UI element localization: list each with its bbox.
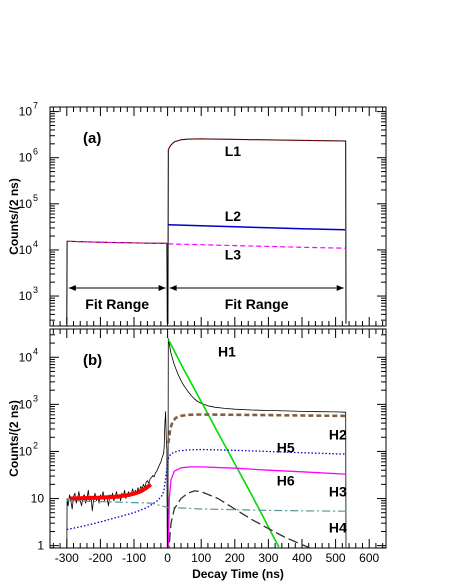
fit-range-arrowhead — [169, 285, 177, 291]
y-tick-label: 10 — [19, 289, 33, 303]
y-axis-label: Counts/(2 ns) — [7, 400, 21, 477]
y-tick-label-exponent: 3 — [33, 393, 38, 403]
curve-label-h2: H2 — [329, 426, 347, 442]
panel-label: (b) — [83, 352, 102, 369]
y-tick-label: 10 — [19, 197, 33, 211]
series-L2 — [168, 224, 346, 231]
series-group — [66, 138, 347, 324]
plot-frame — [49, 106, 387, 327]
series-H4 — [168, 490, 312, 548]
x-tick-label: -300 — [55, 551, 79, 565]
curve-label-h3: H3 — [329, 484, 347, 500]
y-tick-label: 1 — [37, 539, 44, 553]
fit-range-arrowhead — [336, 285, 344, 291]
series-H1 — [167, 339, 281, 548]
y-axis-label: Counts/(2 ns) — [7, 178, 21, 255]
plot-frame — [49, 328, 387, 549]
x-tick-label: 300 — [258, 551, 278, 565]
x-tick-label: 600 — [359, 551, 379, 565]
y-tick-label: 10 — [19, 243, 33, 257]
x-tick-label: -100 — [122, 551, 146, 565]
y-tick-label-exponent: 7 — [33, 101, 38, 111]
y-tick-label-exponent: 4 — [33, 239, 38, 249]
x-axis-label: Decay Time (ns) — [192, 567, 284, 581]
curve-label-h6: H6 — [277, 472, 295, 488]
series-data_b — [167, 338, 347, 548]
series-fit_b_pre — [70, 482, 153, 501]
panel-label: (a) — [83, 130, 101, 147]
y-tick-label-exponent: 3 — [33, 285, 38, 295]
series-H3 — [66, 500, 346, 512]
series-H2 — [167, 413, 346, 444]
x-tick-label: 100 — [191, 551, 211, 565]
fit-range-label: Fit Range — [225, 296, 289, 312]
y-tick-label: 10 — [19, 444, 33, 458]
y-tick-label: 10 — [31, 492, 45, 506]
y-tick-label-exponent: 5 — [33, 193, 38, 203]
y-tick-label: 10 — [19, 350, 33, 364]
series-group — [66, 338, 347, 548]
y-tick-label: 10 — [19, 105, 33, 119]
x-tick-label: -200 — [88, 551, 112, 565]
fit-range-arrowhead — [68, 285, 76, 291]
y-tick-label-exponent: 4 — [33, 346, 38, 356]
x-tick-label: 200 — [225, 551, 245, 565]
curve-label-h4: H4 — [329, 520, 347, 536]
y-tick-label-exponent: 6 — [33, 147, 38, 157]
curve-label-l2: L2 — [225, 208, 242, 224]
y-tick-label-exponent: 2 — [33, 440, 38, 450]
curve-label-l1: L1 — [225, 143, 242, 159]
y-tick-label: 10 — [19, 397, 33, 411]
fit-range-arrowhead — [158, 285, 166, 291]
series-L3 — [168, 243, 346, 249]
series-fit_a_pre_magenta — [67, 240, 167, 244]
y-tick-label: 10 — [19, 151, 33, 165]
curve-label-h1: H1 — [218, 343, 236, 359]
curve-label-l3: L3 — [225, 246, 242, 262]
fit-range-label: Fit Range — [85, 296, 149, 312]
series-data_b — [66, 411, 168, 548]
x-tick-label: 400 — [292, 551, 312, 565]
x-tick-label: 500 — [326, 551, 346, 565]
series-L1 — [167, 138, 346, 150]
curve-label-h5: H5 — [277, 439, 295, 455]
series-H6 — [167, 466, 346, 548]
series-H5 — [66, 448, 346, 531]
x-tick-label: 0 — [164, 551, 171, 565]
